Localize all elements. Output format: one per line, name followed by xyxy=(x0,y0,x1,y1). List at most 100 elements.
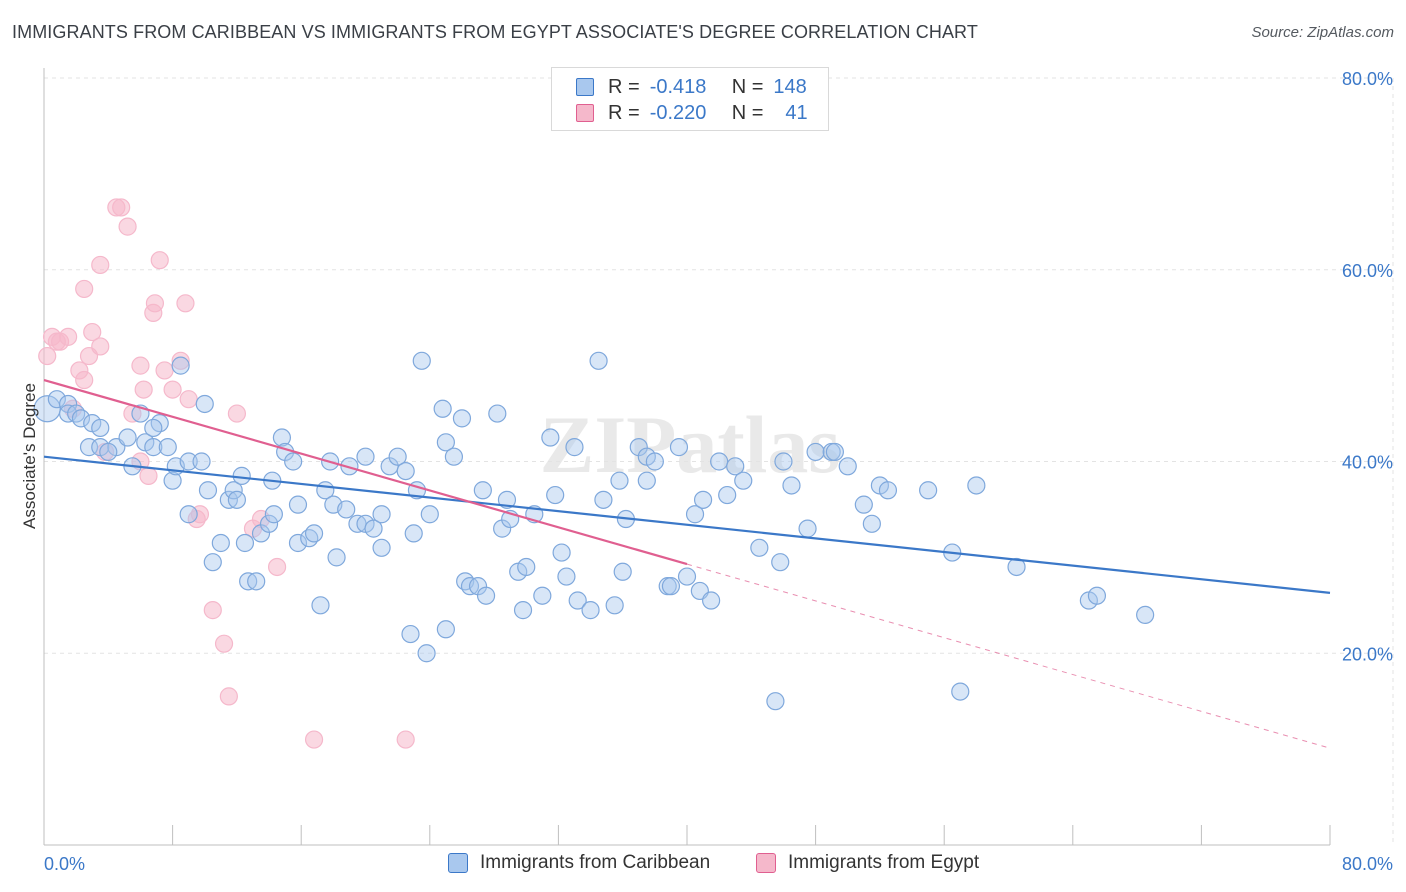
caribbean-point xyxy=(272,428,292,447)
caribbean-point xyxy=(211,533,230,553)
egypt-legend-label: Immigrants from Egypt xyxy=(788,852,980,873)
egypt-point xyxy=(112,198,131,217)
chart-title: IMMIGRANTS FROM CARIBBEAN VS IMMIGRANTS … xyxy=(12,22,978,42)
caribbean-point xyxy=(288,495,308,514)
caribbean-point xyxy=(581,601,600,620)
caribbean-point xyxy=(610,471,629,490)
caribbean-point xyxy=(710,452,729,471)
caribbean-point xyxy=(356,447,375,466)
caribbean-point xyxy=(412,351,431,370)
caribbean-point xyxy=(284,452,303,471)
caribbean-point xyxy=(436,433,455,452)
egypt-point xyxy=(396,730,415,749)
caribbean-point xyxy=(862,514,881,533)
egypt-point xyxy=(219,687,238,706)
n-value: 41 xyxy=(785,101,808,124)
egypt-point xyxy=(59,327,78,346)
caribbean-point xyxy=(401,624,420,644)
caribbean-point xyxy=(557,567,576,586)
caribbean-point xyxy=(420,505,439,524)
egypt-point xyxy=(203,601,222,620)
caribbean-point xyxy=(798,519,817,538)
caribbean-point xyxy=(33,395,61,423)
caribbean-point xyxy=(951,682,970,701)
y-tick-label: 40.0% xyxy=(1342,453,1393,473)
caribbean-point xyxy=(473,481,492,500)
caribbean-trend-line xyxy=(43,455,1331,594)
y-tick-label: 60.0% xyxy=(1342,261,1393,281)
egypt-point xyxy=(131,356,150,375)
egypt-point xyxy=(179,390,198,409)
caribbean-point xyxy=(878,481,898,500)
n-label: N = xyxy=(731,75,764,98)
caribbean-point xyxy=(513,601,533,620)
caribbean-point xyxy=(568,591,587,610)
caribbean-point xyxy=(203,553,222,572)
caribbean-point xyxy=(452,409,472,428)
x-tick-label: 0.0% xyxy=(44,854,85,874)
caribbean-point xyxy=(1136,605,1155,625)
egypt-points xyxy=(38,198,415,749)
r-label: R = xyxy=(608,75,640,98)
caribbean-point xyxy=(774,452,793,471)
caribbean-point xyxy=(118,428,137,447)
caribbean-point xyxy=(546,485,565,505)
watermark: ZIPatlas xyxy=(540,399,841,490)
caribbean-point xyxy=(806,442,825,462)
caribbean-point xyxy=(771,553,790,572)
caribbean-point xyxy=(1087,586,1107,605)
caribbean-point xyxy=(645,452,664,471)
egypt-point xyxy=(145,294,165,313)
caribbean-point xyxy=(327,548,346,567)
caribbean-point xyxy=(605,596,624,615)
caribbean-point xyxy=(144,438,163,457)
egypt-point xyxy=(176,294,195,313)
caribbean-point xyxy=(476,586,496,605)
egypt-point xyxy=(304,730,324,749)
caribbean-point xyxy=(198,481,218,500)
egypt-point xyxy=(118,217,137,236)
caribbean-point xyxy=(163,471,182,490)
caribbean-point xyxy=(782,476,801,495)
caribbean-point xyxy=(227,490,246,509)
caribbean-point xyxy=(259,514,279,533)
egypt-swatch xyxy=(576,104,594,122)
caribbean-point xyxy=(158,438,177,457)
n-label: N = xyxy=(731,101,764,124)
legend-row-egypt: R = -0.220 N = 41 xyxy=(576,101,808,125)
egypt-point xyxy=(75,279,94,299)
caribbean-point xyxy=(750,538,769,557)
legend-row-caribbean: R = -0.418 N = 148 xyxy=(576,75,807,99)
caribbean-point xyxy=(372,505,391,524)
caribbean-point xyxy=(404,524,423,543)
caribbean-point xyxy=(179,452,198,471)
caribbean-point xyxy=(264,505,283,524)
x-tick-label: 80.0% xyxy=(1342,854,1393,874)
egypt-legend-swatch xyxy=(756,853,776,873)
caribbean-legend-label: Immigrants from Caribbean xyxy=(480,852,711,873)
caribbean-point xyxy=(388,447,407,466)
caribbean-point xyxy=(311,596,330,615)
caribbean-point xyxy=(637,471,656,490)
egypt-point xyxy=(171,351,190,370)
caribbean-point xyxy=(247,572,266,591)
caribbean-point xyxy=(179,505,198,524)
caribbean-point xyxy=(396,461,415,481)
caribbean-point xyxy=(589,351,608,370)
caribbean-point xyxy=(497,490,517,509)
r-value: -0.220 xyxy=(649,101,707,124)
caribbean-point xyxy=(372,538,391,557)
caribbean-point xyxy=(99,442,118,462)
caribbean-point xyxy=(364,519,383,538)
egypt-point xyxy=(38,346,57,366)
caribbean-point xyxy=(669,438,689,457)
caribbean-point xyxy=(613,562,632,581)
r-value: -0.418 xyxy=(649,75,707,98)
caribbean-legend-swatch xyxy=(448,853,468,873)
y-axis-title: Associate's Degree xyxy=(20,383,39,529)
caribbean-point xyxy=(91,418,110,438)
caribbean-point xyxy=(565,438,584,457)
caribbean-point xyxy=(685,505,705,524)
caribbean-point xyxy=(838,457,857,476)
